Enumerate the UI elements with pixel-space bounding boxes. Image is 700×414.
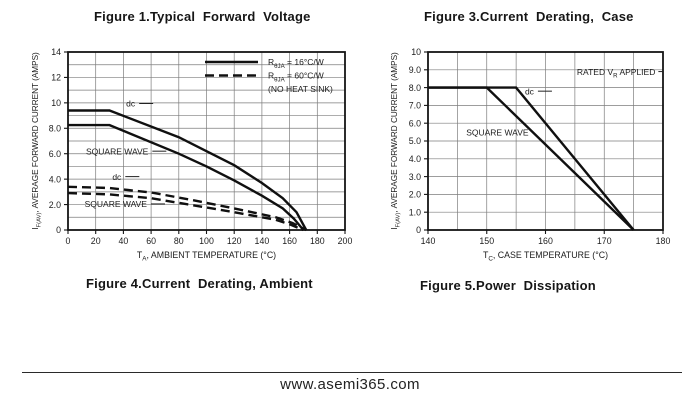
y-tick-label: 4.0 <box>409 154 421 164</box>
annotation-label: SQUARE WAVE <box>466 127 529 137</box>
x-tick-label: 140 <box>255 236 270 246</box>
x-tick-label: 170 <box>597 236 612 246</box>
x-tick-label: 200 <box>338 236 353 246</box>
y-axis-title: IF(AV), AVERAGE FORWARD CURRENT (AMPS) <box>390 52 401 230</box>
x-axis-ticks: 140 150 160 170 180 <box>421 230 671 246</box>
y-tick-label: 0 <box>416 225 421 235</box>
x-tick-label: 180 <box>656 236 671 246</box>
legend-label: (NO HEAT SINK) <box>268 84 333 94</box>
figure1-title: Figure 1.Typical Forward Voltage <box>94 9 311 24</box>
annotation-label: dc <box>112 172 122 182</box>
series-solid-line <box>428 86 635 231</box>
figure4-caption: Figure 4.Current Derating, Ambient <box>86 276 313 291</box>
gridlines <box>428 52 663 230</box>
x-axis-title: TA, AMBIENT TEMPERATURE (°C) <box>137 250 276 263</box>
x-tick-label: 160 <box>282 236 297 246</box>
y-tick-label: 7.0 <box>409 101 421 111</box>
annotation-label: dc <box>525 86 535 96</box>
y-tick-label: 12 <box>51 73 61 83</box>
legend-label: RθJA = 16°C/W <box>268 57 324 70</box>
y-tick-label: 2.0 <box>409 190 421 200</box>
annotation-label: dc <box>126 99 136 109</box>
y-tick-label: 10 <box>411 47 421 57</box>
y-tick-label: 5.0 <box>409 136 421 146</box>
y-tick-label: 6.0 <box>49 149 61 159</box>
curve-annotations: dc SQUARE WAVE RATED VR APPLIED <box>466 67 663 137</box>
website-url: www.asemi365.com <box>280 376 420 393</box>
curve-annotations: dc SQUARE WAVE dc SQUARE WAVE <box>85 99 167 209</box>
x-tick-label: 150 <box>479 236 494 246</box>
figure3-title: Figure 3.Current Derating, Case <box>424 9 634 24</box>
series-dashed-line <box>67 185 307 232</box>
y-tick-label: 4.0 <box>49 174 61 184</box>
figure5-caption: Figure 5.Power Dissipation <box>420 278 596 293</box>
legend-label: RθJA = 60°C/W <box>268 71 324 84</box>
x-tick-label: 20 <box>91 236 101 246</box>
footer-divider <box>22 372 682 373</box>
x-axis-ticks: 0 20 40 60 80 100 120 140 160 180 200 <box>66 230 353 246</box>
y-tick-label: 6.0 <box>409 118 421 128</box>
y-tick-label: 3.0 <box>409 172 421 182</box>
y-tick-label: 2.0 <box>49 200 61 210</box>
y-tick-label: 14 <box>51 47 61 57</box>
y-tick-label: 0 <box>56 225 61 235</box>
x-tick-label: 180 <box>310 236 325 246</box>
x-tick-label: 140 <box>421 236 436 246</box>
y-tick-label: 9.0 <box>409 65 421 75</box>
series-dashed-line <box>67 191 304 232</box>
series-solid-line <box>68 109 308 231</box>
annotation-label: SQUARE WAVE <box>86 146 149 156</box>
annotation-label: RATED VR APPLIED <box>577 67 655 80</box>
y-axis-ticks: 0 1.0 2.0 3.0 4.0 5.0 6.0 7.0 8.0 9.0 10 <box>409 47 428 235</box>
x-tick-label: 40 <box>119 236 129 246</box>
y-axis-title: IF(AV), AVERAGE FORWARD CURRENT (AMPS) <box>31 52 42 230</box>
y-tick-label: 8.0 <box>409 83 421 93</box>
y-axis-ticks: 0 2.0 4.0 6.0 8.0 10 12 14 <box>49 47 68 235</box>
x-tick-label: 160 <box>538 236 553 246</box>
x-tick-label: 80 <box>174 236 184 246</box>
annotation-label: SQUARE WAVE <box>85 199 148 209</box>
y-tick-label: 8.0 <box>49 123 61 133</box>
x-axis-title: TC, CASE TEMPERATURE (°C) <box>483 250 608 263</box>
series-curves <box>428 86 635 231</box>
x-tick-label: 60 <box>146 236 156 246</box>
x-tick-label: 0 <box>66 236 71 246</box>
y-tick-label: 1.0 <box>409 207 421 217</box>
x-tick-label: 100 <box>199 236 214 246</box>
series-curves <box>67 109 308 232</box>
series-solid-line <box>68 123 305 231</box>
y-tick-label: 10 <box>51 98 61 108</box>
x-tick-label: 120 <box>227 236 242 246</box>
